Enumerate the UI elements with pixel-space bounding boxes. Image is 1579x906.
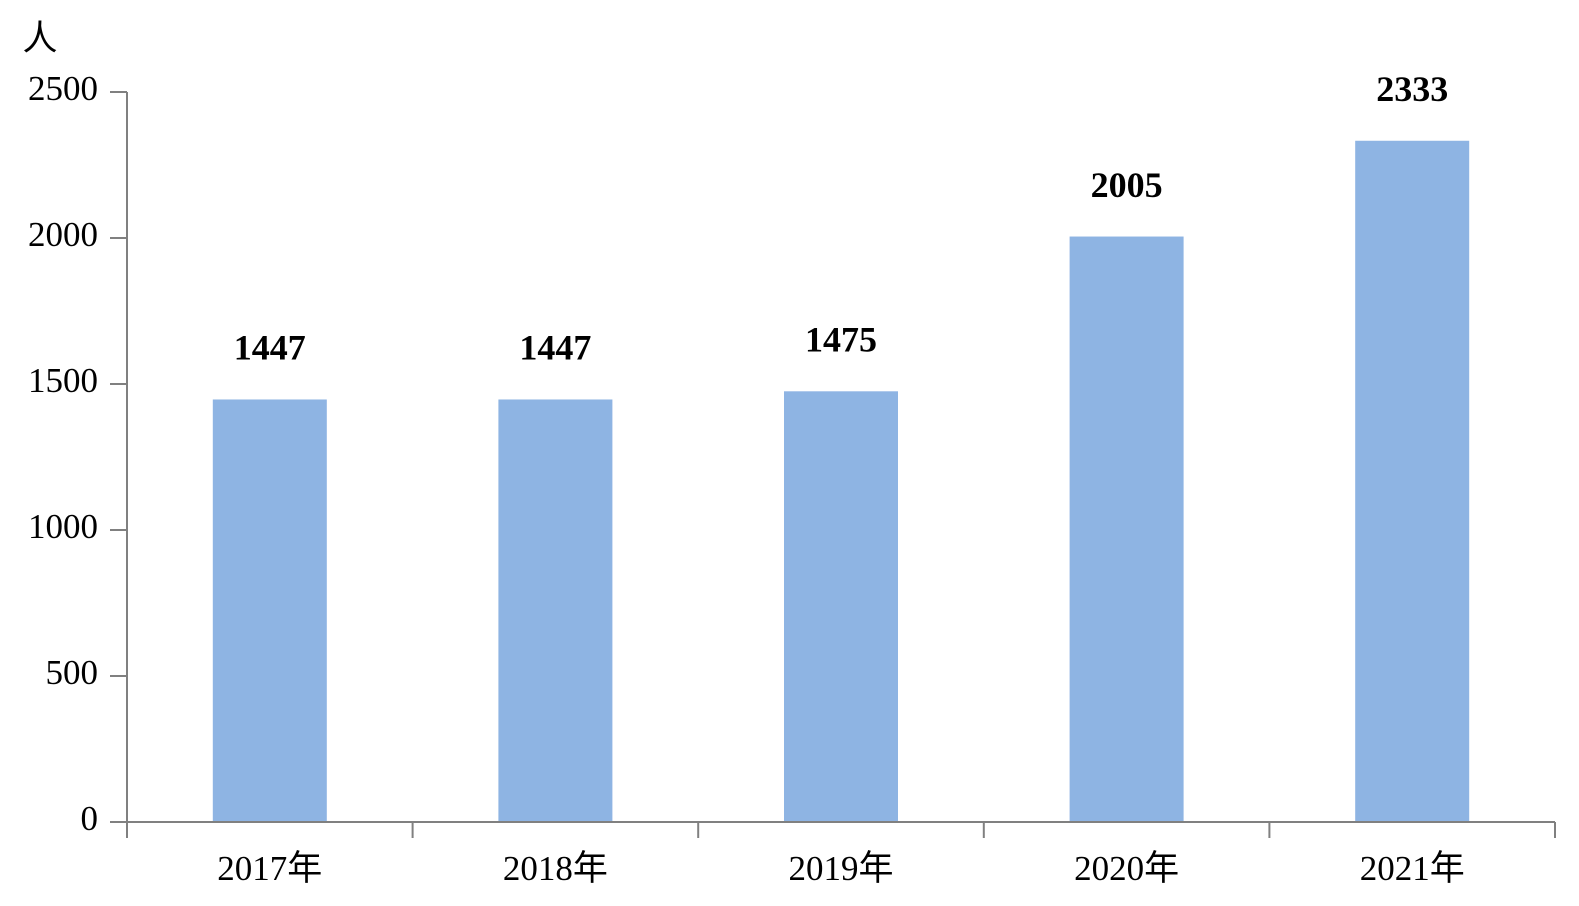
bar <box>1069 236 1184 823</box>
y-axis-label: 人 <box>22 19 57 58</box>
value-label: 1475 <box>805 320 877 360</box>
y-tick-label: 2000 <box>28 215 98 254</box>
x-tick-label: 2020年 <box>1074 849 1179 888</box>
x-tick-label: 2021年 <box>1360 849 1465 888</box>
bar <box>784 391 898 822</box>
y-tick-label: 2500 <box>28 69 98 108</box>
value-label: 2333 <box>1376 69 1448 109</box>
value-label: 2005 <box>1091 165 1163 205</box>
value-label: 1447 <box>234 328 306 368</box>
bar <box>1355 140 1470 822</box>
y-tick-label: 500 <box>46 653 99 692</box>
value-label: 1447 <box>519 328 591 368</box>
bar <box>498 399 613 822</box>
bar <box>212 399 327 822</box>
y-tick-label: 0 <box>81 799 99 838</box>
x-tick-label: 2017年 <box>217 849 322 888</box>
y-tick-label: 1000 <box>28 507 98 546</box>
x-tick-label: 2019年 <box>788 849 893 888</box>
x-tick-label: 2018年 <box>503 849 608 888</box>
y-tick-label: 1500 <box>28 361 98 400</box>
